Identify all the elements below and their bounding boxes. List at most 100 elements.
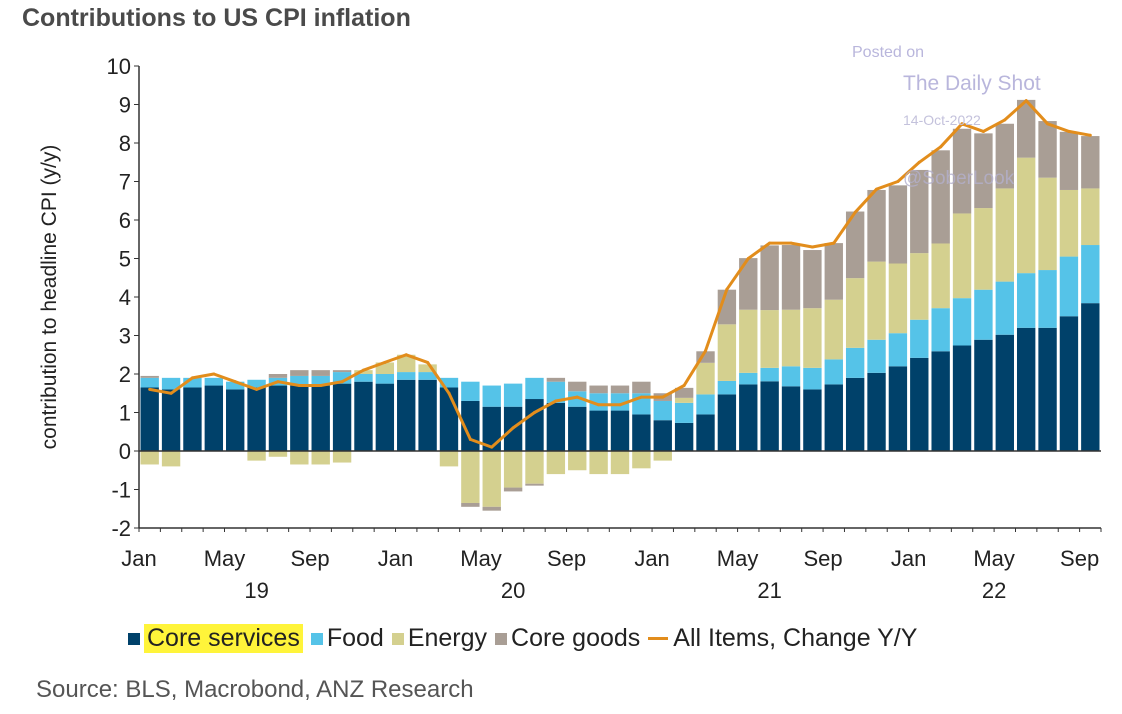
all-items-point-jul-21 <box>789 241 793 245</box>
bar-core-services-feb-21 <box>674 422 694 451</box>
bar-energy-nov-20 <box>610 451 630 475</box>
bar-core-services-dec-19 <box>375 383 395 451</box>
bar-core-services-jul-21 <box>781 386 801 451</box>
bar-energy-jan-20 <box>397 354 416 373</box>
bar-food-jun-22 <box>1016 273 1036 328</box>
x-tick-label: May <box>460 546 502 571</box>
bar-core-goods-jul-21 <box>781 245 801 310</box>
bar-food-feb-20 <box>418 372 437 380</box>
bar-core-goods-sep-20 <box>568 381 587 392</box>
all-items-point-may-21 <box>746 257 750 260</box>
x-tick-label: Jan <box>891 546 926 571</box>
legend-item-all-items: All Items, Change Y/Y <box>648 624 917 653</box>
bar-core-goods-jul-22 <box>1038 121 1057 178</box>
all-items-point-jan-20 <box>404 353 408 357</box>
bar-core-services-aug-22 <box>1059 316 1079 451</box>
bar-core-goods-jul-19 <box>268 374 288 378</box>
bar-core-services-apr-21 <box>717 394 737 451</box>
bar-core-services-jan-20 <box>397 379 416 451</box>
bar-energy-jul-20 <box>525 451 544 484</box>
x-tick-label: May <box>973 546 1015 571</box>
bar-core-services-jun-22 <box>1016 327 1036 451</box>
legend-label: Core services <box>144 624 303 653</box>
bar-energy-feb-21 <box>674 397 694 403</box>
bar-core-services-sep-20 <box>568 406 587 451</box>
energy-swatch-icon <box>391 632 404 645</box>
bar-food-may-20 <box>482 385 501 407</box>
bar-core-services-nov-21 <box>867 372 886 451</box>
bar-food-jan-20 <box>397 372 416 380</box>
bar-core-goods-dec-21 <box>888 185 908 264</box>
bar-energy-jul-21 <box>781 309 801 367</box>
bar-energy-sep-19 <box>311 451 330 465</box>
bar-food-feb-19 <box>161 377 181 390</box>
bar-core-goods-may-22 <box>995 123 1014 189</box>
y-tick-label: 5 <box>119 247 131 272</box>
bar-core-services-sep-19 <box>311 385 330 451</box>
all-items-point-sep-22 <box>1088 133 1092 137</box>
bar-energy-oct-19 <box>332 451 352 463</box>
bar-energy-oct-20 <box>589 451 608 475</box>
bar-energy-may-20 <box>482 451 501 507</box>
all-items-point-sep-19 <box>319 384 323 388</box>
x-tick-label: Jan <box>121 546 156 571</box>
all-items-point-feb-22 <box>939 145 943 149</box>
bar-food-dec-21 <box>888 333 908 367</box>
bar-energy-jun-20 <box>503 451 523 488</box>
bar-core-services-mar-19 <box>183 387 202 451</box>
bar-energy-dec-21 <box>888 263 908 334</box>
bar-energy-dec-19 <box>375 362 395 374</box>
bar-core-goods-may-20 <box>482 506 501 511</box>
bar-food-jul-21 <box>781 366 801 387</box>
all-items-point-nov-21 <box>875 187 879 191</box>
x-tick-label: May <box>717 546 759 571</box>
all-items-point-jan-19 <box>148 387 152 391</box>
bar-core-services-apr-22 <box>974 339 993 451</box>
bar-core-services-apr-20 <box>461 400 480 451</box>
bar-food-oct-19 <box>332 372 352 384</box>
x-tick-label: Jan <box>378 546 413 571</box>
legend-item-food: Food <box>310 624 384 653</box>
bar-core-services-sep-21 <box>824 384 843 451</box>
bar-food-mar-19 <box>183 377 202 388</box>
all-items-point-jun-20 <box>511 426 515 430</box>
bar-core-services-mar-22 <box>952 345 972 451</box>
y-tick-label: 10 <box>107 54 131 79</box>
chart-title: Contributions to US CPI inflation <box>22 4 411 32</box>
bar-core-goods-oct-19 <box>332 370 352 373</box>
x-tick-label: Sep <box>804 546 843 571</box>
bar-core-goods-dec-20 <box>632 381 651 394</box>
bar-food-sep-21 <box>824 359 843 385</box>
all-items-point-jul-20 <box>532 411 536 414</box>
y-tick-label: 6 <box>119 208 131 233</box>
bar-core-goods-oct-20 <box>589 385 608 394</box>
all-items-point-aug-21 <box>810 245 814 249</box>
bar-energy-apr-21 <box>717 324 737 381</box>
all-items-point-apr-22 <box>981 129 985 133</box>
bar-core-goods-aug-21 <box>803 250 822 309</box>
bar-core-goods-sep-22 <box>1081 136 1100 189</box>
x-tick-label: May <box>204 546 246 571</box>
y-tick-label: 8 <box>119 131 131 156</box>
bar-core-services-nov-20 <box>610 410 630 451</box>
bar-food-apr-19 <box>204 377 224 386</box>
watermark-site: The Daily Shot <box>903 72 1041 95</box>
bar-core-services-jan-19 <box>140 387 159 451</box>
bar-food-sep-20 <box>568 391 587 407</box>
bar-food-mar-22 <box>952 298 972 346</box>
bar-core-goods-nov-20 <box>610 385 630 394</box>
bar-food-jun-20 <box>503 383 523 407</box>
bar-core-services-aug-21 <box>803 389 822 451</box>
watermark-date: 14-Oct-2022 <box>903 112 981 128</box>
bar-core-services-feb-20 <box>418 379 437 451</box>
bar-energy-aug-21 <box>803 308 822 368</box>
bar-food-may-22 <box>995 281 1014 335</box>
all-items-point-jan-22 <box>917 160 921 164</box>
all-items-point-sep-21 <box>832 241 836 245</box>
all-items-point-mar-21 <box>704 349 708 353</box>
bar-food-jun-19 <box>247 379 266 388</box>
all-items-point-sep-20 <box>575 395 579 399</box>
bar-energy-aug-19 <box>290 451 309 465</box>
bar-core-services-oct-21 <box>845 377 865 451</box>
